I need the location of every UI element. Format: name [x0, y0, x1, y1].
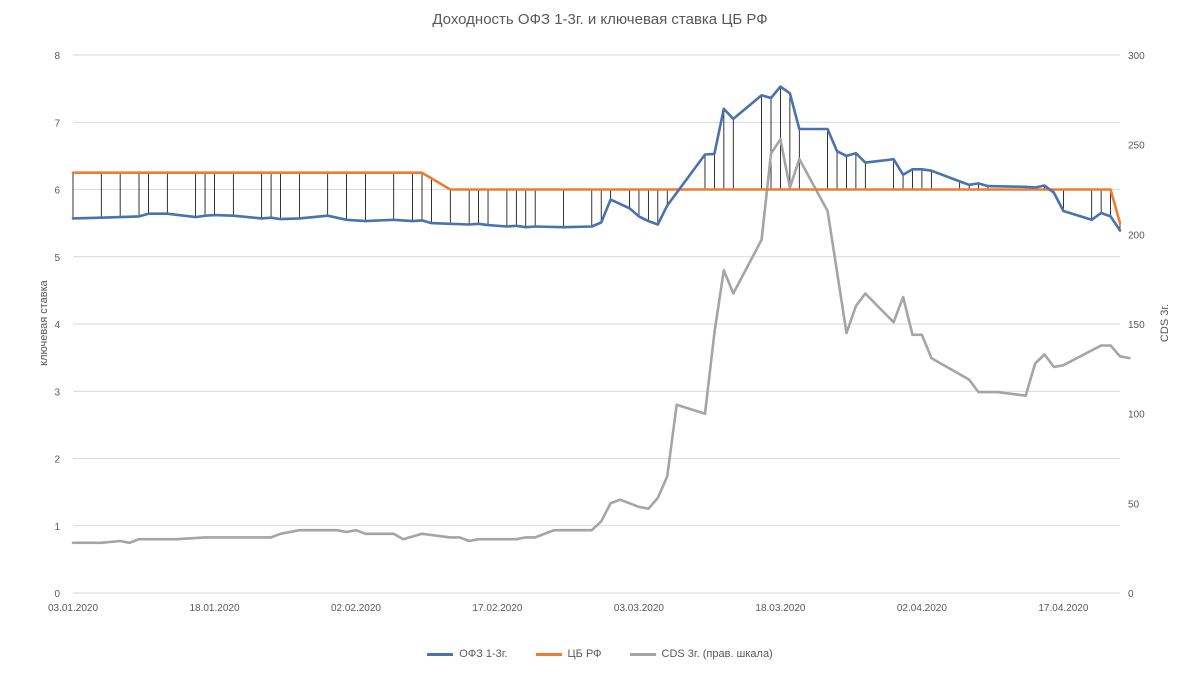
x-tick-label: 02.02.2020 [331, 603, 381, 614]
legend: ОФЗ 1-3г. ЦБ РФ CDS 3г. (прав. шкала) [0, 648, 1200, 660]
legend-swatch [427, 652, 454, 656]
chart-title: Доходность ОФЗ 1-3г. и ключевая ставка Ц… [432, 11, 768, 28]
legend-swatch [535, 652, 562, 656]
x-tick-label: 17.04.2020 [1038, 603, 1088, 614]
x-tick-label: 18.01.2020 [189, 603, 239, 614]
legend-label: ОФЗ 1-3г. [459, 648, 508, 660]
x-tick-label: 17.02.2020 [472, 603, 522, 614]
series-line-1 [71, 85, 1122, 232]
y2-tick-label: 200 [1128, 230, 1145, 241]
y2-tick-label: 300 [1128, 51, 1145, 62]
legend-swatch [629, 652, 656, 656]
y-axis-label: ключевая ставка [38, 279, 50, 365]
y2-tick-label: 250 [1128, 141, 1145, 152]
y2-tick-label: 100 [1128, 410, 1145, 421]
y-tick-label: 5 [54, 253, 60, 264]
x-tick-label: 03.03.2020 [614, 603, 664, 614]
y-tick-label: 0 [54, 589, 60, 600]
y-tick-label: 2 [54, 455, 60, 466]
legend-item: ОФЗ 1-3г. [427, 648, 508, 660]
y-tick-label: 1 [54, 522, 60, 533]
y-tick-label: 6 [54, 186, 60, 197]
series-lines [71, 85, 1131, 545]
x-axis: 03.01.2020 18.01.2020 02.02.2020 17.02.2020… [48, 603, 1089, 614]
x-tick-label: 03.01.2020 [48, 603, 98, 614]
series-line-2 [71, 171, 1122, 225]
drop-lines [72, 86, 1121, 231]
y2-tick-label: 50 [1128, 499, 1140, 510]
x-tick-label: 18.03.2020 [755, 603, 805, 614]
y-axis-left: 0 1 2 3 4 5 6 7 8 [54, 51, 60, 600]
y2-tick-label: 150 [1128, 320, 1145, 331]
x-tick-label: 02.04.2020 [897, 603, 947, 614]
series-line-3 [71, 138, 1131, 545]
gridlines [73, 54, 1120, 594]
y-tick-label: 8 [54, 51, 60, 62]
y2-tick-label: 0 [1128, 589, 1134, 600]
y-tick-label: 7 [54, 118, 60, 129]
legend-item: ЦБ РФ [535, 648, 602, 660]
y-tick-label: 3 [54, 387, 60, 398]
legend-item: CDS 3г. (прав. шкала) [629, 648, 773, 660]
y-axis-right: 0 50 100 150 200 250 300 [1128, 51, 1145, 600]
legend-label: CDS 3г. (прав. шкала) [661, 648, 773, 660]
legend-label: ЦБ РФ [567, 648, 602, 660]
y2-axis-label: CDS 3г. [1159, 304, 1171, 342]
y-tick-label: 4 [54, 320, 60, 331]
